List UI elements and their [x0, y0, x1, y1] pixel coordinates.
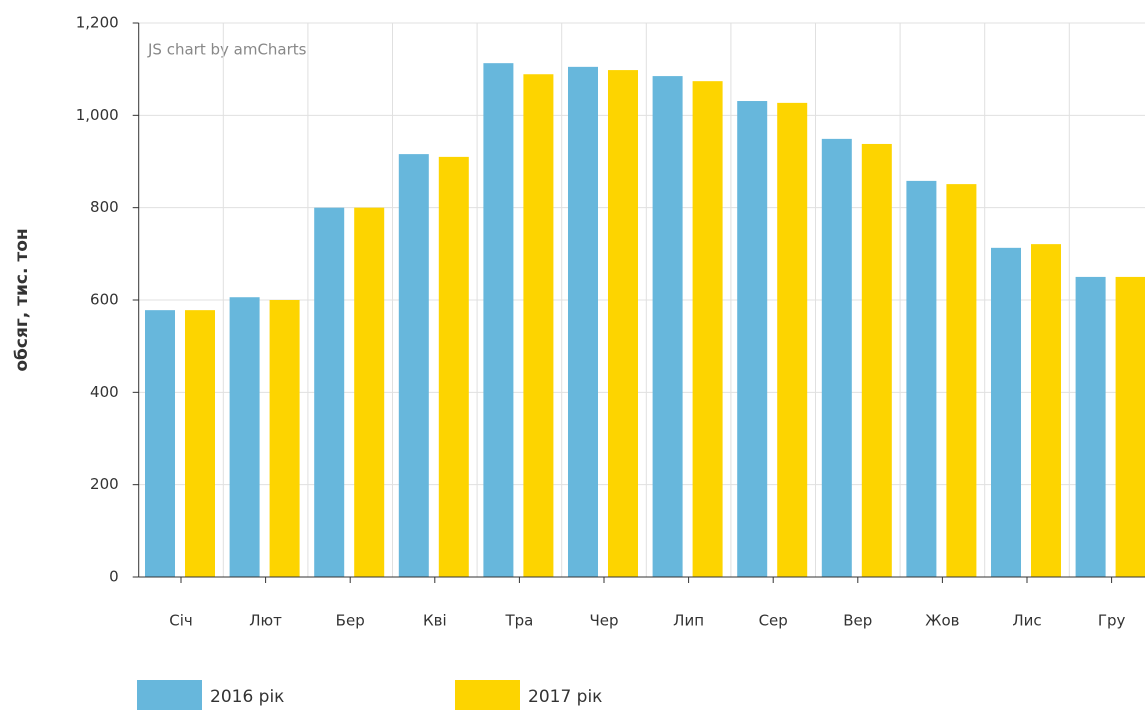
bar: [861, 143, 892, 577]
bar: [608, 70, 638, 577]
bar: [692, 81, 723, 578]
bar: [1115, 276, 1145, 577]
bar: [777, 102, 808, 577]
y-tick-label: 1,200: [76, 14, 119, 32]
bar: [1031, 244, 1061, 577]
bar: [398, 154, 429, 577]
x-tick-label: Лют: [249, 612, 282, 630]
x-tick-label: Кві: [423, 612, 447, 630]
bar: [145, 310, 175, 577]
legend-label: 2016 рік: [210, 687, 284, 707]
bar: [946, 184, 977, 577]
y-tick-label: 1,000: [76, 106, 119, 124]
x-tick-label: Сер: [759, 612, 788, 630]
y-tick-label: 800: [90, 198, 119, 216]
bar: [229, 297, 260, 577]
legend-swatch: [137, 680, 202, 710]
bar: [185, 310, 215, 577]
x-tick-label: Січ: [169, 612, 193, 630]
bar: [737, 101, 768, 577]
x-tick-label: Гру: [1098, 612, 1126, 630]
y-tick-label: 0: [109, 568, 119, 586]
bar: [991, 247, 1021, 577]
credit: JS chart by amCharts: [147, 41, 307, 59]
legend-label: 2017 рік: [528, 687, 602, 707]
bar: [906, 180, 937, 577]
bar: [314, 207, 345, 577]
bar: [652, 76, 683, 577]
x-tick-label: Тра: [504, 612, 533, 630]
bar: [483, 63, 514, 578]
x-tick-label: Жов: [925, 612, 959, 630]
bar: [269, 300, 300, 577]
x-tick-label: Вер: [843, 612, 872, 630]
y-tick-label: 200: [90, 475, 119, 493]
y-axis-label: обсяг, тис. тон: [12, 228, 32, 371]
bar: [821, 138, 852, 577]
bar: [354, 207, 385, 577]
x-tick-label: Чер: [589, 612, 618, 630]
x-tick-label: Лип: [673, 612, 704, 630]
bar: [568, 66, 598, 577]
x-tick-label: Лис: [1012, 612, 1041, 630]
bar: [523, 74, 554, 578]
x-tick-label: Бер: [336, 612, 365, 630]
legend-swatch: [455, 680, 520, 710]
y-tick-label: 400: [90, 383, 119, 401]
y-tick-label: 600: [90, 291, 119, 309]
bar: [1075, 276, 1106, 577]
bar: [438, 156, 469, 577]
